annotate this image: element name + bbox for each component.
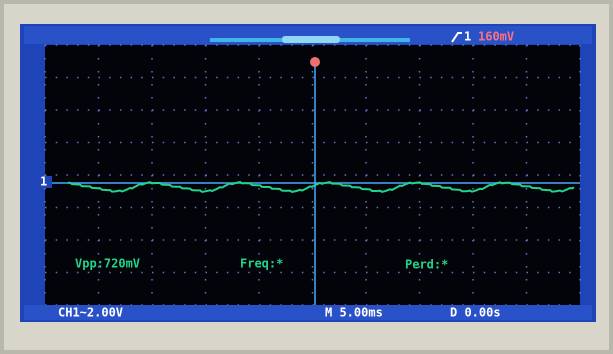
channel-marker: 1 [40, 175, 47, 189]
delay: D 0.00s [450, 306, 501, 320]
measurement: Perd:* [405, 258, 448, 272]
trigger-channel: 1 [464, 30, 471, 44]
position-handle [282, 36, 340, 43]
measurement: Vpp:720mV [75, 257, 140, 271]
channel-scale: CH1~2.00V [58, 306, 123, 320]
oscilloscope-photo: 1 160mV 1 Vpp:720mV Freq:* Perd:* CH1~2.… [0, 0, 613, 354]
trigger-marker [310, 57, 320, 67]
timebase: M 5.00ms [325, 306, 383, 320]
trigger-level: 160mV [478, 30, 514, 44]
measurement: Freq:* [240, 257, 283, 271]
